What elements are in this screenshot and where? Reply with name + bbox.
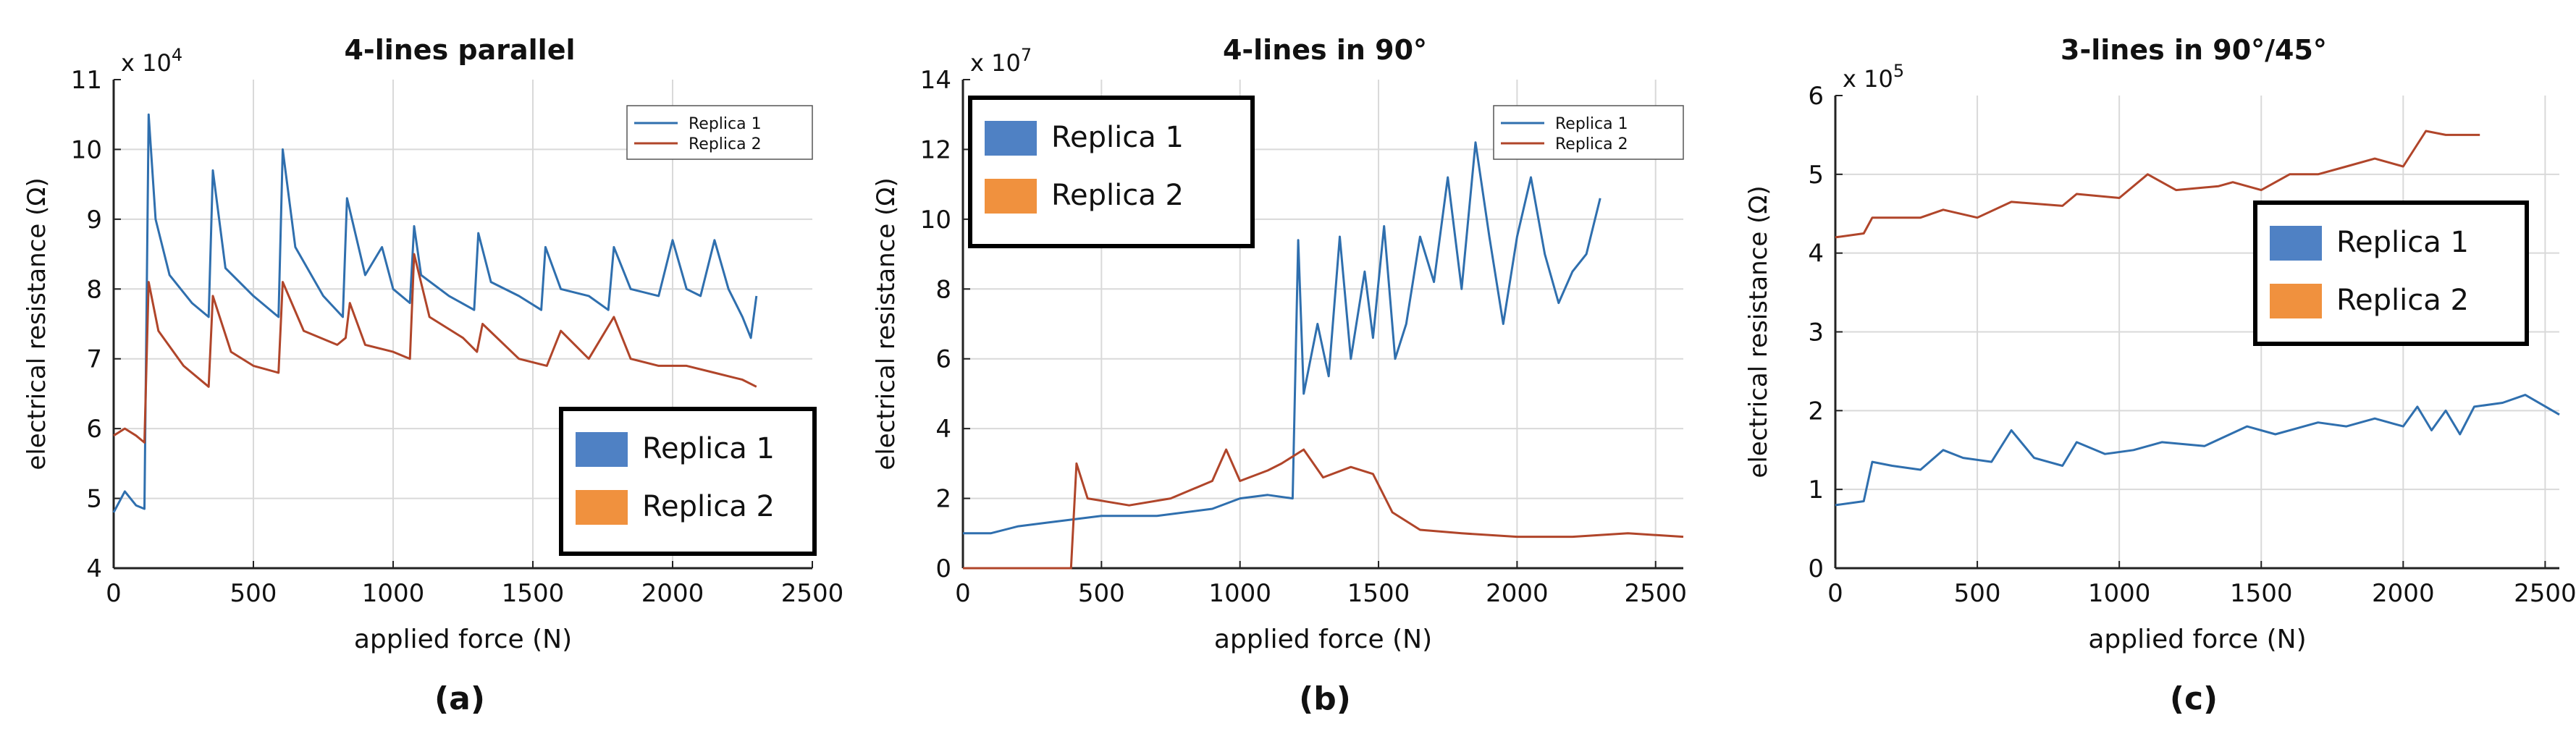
big-legend: Replica 1 Replica 2 xyxy=(559,407,817,556)
x-axis-label: applied force (N) xyxy=(354,625,572,654)
big-legend-swatch xyxy=(576,432,628,467)
y-tick-label: 4 xyxy=(935,415,951,444)
big-legend-swatch xyxy=(985,121,1037,156)
y-tick-label: 1 xyxy=(1808,476,1824,504)
chart-panel-2: 0 500 1000 1500 2000 2500 0 2 4 6 8 10 12 14 x 107 4-li… xyxy=(872,34,1687,717)
big-legend-label: Replica 2 xyxy=(2336,284,2469,317)
series-line-replica-1 xyxy=(1835,394,2560,507)
x-tick-label: 2000 xyxy=(2372,579,2435,608)
big-legend-label: Replica 2 xyxy=(642,490,775,523)
exponent-power: 7 xyxy=(1021,45,1032,65)
x-tick-label: 2500 xyxy=(2514,579,2576,608)
y-tick-label: 0 xyxy=(935,554,951,583)
y-tick-label: 8 xyxy=(86,275,102,304)
panel-label: (c) xyxy=(2170,680,2218,717)
x-tick-label: 1000 xyxy=(2088,579,2151,608)
x-tick-label: 0 xyxy=(1827,579,1843,608)
x-tick-label: 2000 xyxy=(1486,579,1549,608)
y-tick-label: 3 xyxy=(1808,318,1824,347)
big-legend-swatch xyxy=(985,179,1037,214)
exponent-power: 4 xyxy=(172,45,182,65)
y-tick-label: 6 xyxy=(935,345,951,374)
big-legend-swatch xyxy=(576,490,628,525)
y-tick-label: 2 xyxy=(935,485,951,514)
y-tick-label: 10 xyxy=(71,135,102,164)
y-tick-label: 8 xyxy=(935,275,951,304)
exponent-base: x 10 xyxy=(970,49,1021,77)
x-tick-label: 1000 xyxy=(1208,579,1271,608)
exponent-base: x 10 xyxy=(1843,65,1893,93)
x-axis-label: applied force (N) xyxy=(2088,625,2306,654)
y-tick-label: 12 xyxy=(920,135,951,164)
x-tick-label: 1000 xyxy=(362,579,425,608)
x-tick-label: 0 xyxy=(955,579,971,608)
big-legend: Replica 1 Replica 2 xyxy=(968,96,1255,248)
small-legend-label: Replica 1 xyxy=(1555,115,1628,133)
y-tick-label: 4 xyxy=(86,554,102,583)
x-tick-label: 2000 xyxy=(641,579,704,608)
y-tick-label: 2 xyxy=(1808,397,1824,426)
axis-exponent-label: x 104 xyxy=(121,45,182,77)
big-legend-box xyxy=(968,96,1255,248)
chart-title: 4-lines parallel xyxy=(344,34,575,66)
y-axis-label: electrical resistance (Ω) xyxy=(1744,185,1773,478)
small-legend-box xyxy=(626,105,813,160)
series-line-replica-2 xyxy=(963,448,1684,570)
panel-label: (b) xyxy=(1299,680,1351,717)
x-tick-label: 500 xyxy=(1078,579,1125,608)
x-tick-label: 1500 xyxy=(502,579,565,608)
y-tick-label: 14 xyxy=(920,66,951,95)
y-tick-label: 5 xyxy=(86,485,102,514)
big-legend-label: Replica 1 xyxy=(642,432,775,465)
panel-label: (a) xyxy=(434,680,485,717)
series-line-replica-2 xyxy=(1835,130,2480,239)
y-tick-label: 9 xyxy=(86,206,102,235)
small-legend-label: Replica 1 xyxy=(689,115,762,133)
small-legend-label: Replica 2 xyxy=(1555,135,1628,153)
small-legend-box xyxy=(1493,105,1684,160)
series-line-replica-2 xyxy=(113,253,757,444)
axis-exponent-label: x 105 xyxy=(1843,61,1904,93)
x-tick-label: 2500 xyxy=(781,579,844,608)
x-tick-label: 500 xyxy=(1954,579,2001,608)
axis-exponent-label: x 107 xyxy=(970,45,1032,77)
small-legend-label: Replica 2 xyxy=(689,135,762,153)
y-tick-label: 10 xyxy=(920,206,951,235)
big-legend-swatch xyxy=(2270,284,2322,318)
exponent-power: 5 xyxy=(1893,61,1904,81)
small-legend: Replica 1 Replica 2 xyxy=(1493,105,1684,160)
big-legend-box xyxy=(2253,200,2529,346)
chart-title: 3-lines in 90°/45° xyxy=(2061,34,2327,66)
small-legend: Replica 1 Replica 2 xyxy=(626,105,813,160)
x-tick-label: 1500 xyxy=(1347,579,1410,608)
y-tick-label: 5 xyxy=(1808,161,1824,190)
series-line-replica-1 xyxy=(112,113,758,513)
y-tick-label: 6 xyxy=(86,415,102,444)
big-legend: Replica 1 Replica 2 xyxy=(2253,200,2529,346)
x-tick-label: 0 xyxy=(106,579,122,608)
exponent-base: x 10 xyxy=(121,49,172,77)
big-legend-box xyxy=(559,407,817,556)
x-axis-label: applied force (N) xyxy=(1214,625,1432,654)
y-tick-label: 7 xyxy=(86,345,102,374)
y-axis-label: electrical resistance (Ω) xyxy=(22,177,51,470)
x-tick-label: 500 xyxy=(230,579,277,608)
big-legend-label: Replica 2 xyxy=(1051,179,1184,212)
big-legend-swatch xyxy=(2270,226,2322,261)
y-axis-label: electrical resistance (Ω) xyxy=(872,177,901,470)
y-tick-label: 11 xyxy=(71,66,102,95)
y-tick-label: 4 xyxy=(1808,240,1824,269)
big-legend-label: Replica 1 xyxy=(2336,226,2469,259)
y-tick-label: 6 xyxy=(1808,82,1824,111)
series-line-replica-1 xyxy=(963,141,1601,535)
y-tick-label: 0 xyxy=(1808,554,1824,583)
big-legend-label: Replica 1 xyxy=(1051,121,1184,154)
x-tick-label: 1500 xyxy=(2230,579,2293,608)
chart-title: 4-lines in 90° xyxy=(1223,34,1427,66)
x-tick-label: 2500 xyxy=(1624,579,1687,608)
